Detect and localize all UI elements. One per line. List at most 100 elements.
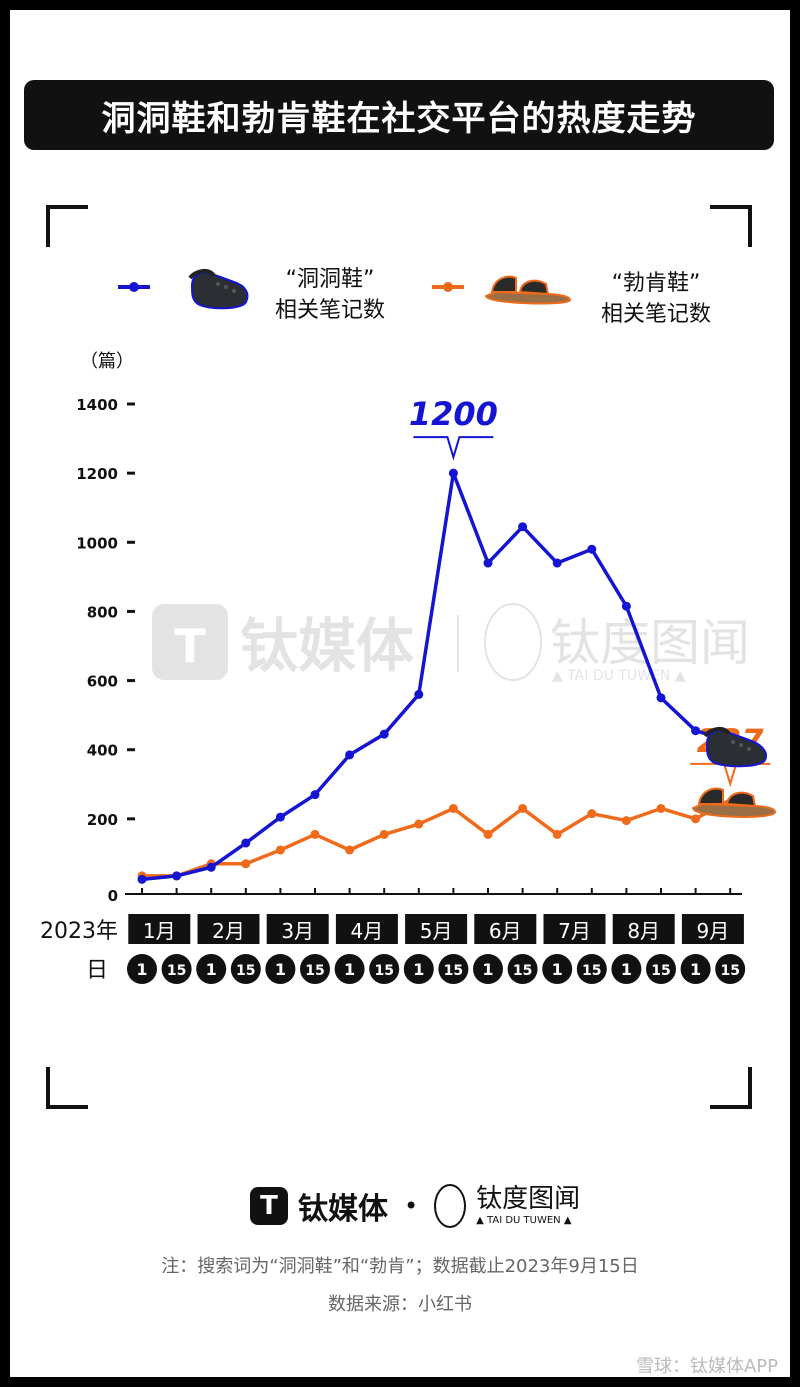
data-point [275, 812, 285, 822]
legend-birk-sub: 相关笔记数 [600, 302, 711, 327]
data-point [345, 845, 355, 855]
legend-crocs-quote: “洞洞鞋” [285, 267, 375, 292]
series-洞洞鞋 [137, 468, 731, 884]
day-text: 1 [552, 960, 563, 979]
y-tick-label: 1200 [76, 465, 118, 483]
day-marker: 15 [300, 954, 330, 984]
y-tick-label: 1400 [76, 396, 118, 414]
month-text: 9月 [697, 919, 730, 943]
data-point [483, 829, 493, 839]
month-label: 5月 [405, 914, 468, 944]
series-line [141, 471, 731, 882]
footer-brand1: 钛媒体 [298, 1192, 388, 1227]
data-point [241, 859, 251, 869]
birk-end-sandal-icon [691, 787, 777, 818]
day-marker: 15 [646, 954, 676, 984]
day-marker: 1 [127, 954, 157, 984]
data-point [414, 689, 424, 699]
watermark-brand2: 钛度图闻 [550, 614, 750, 672]
corner-bracket-top-left [46, 205, 88, 247]
month-label: 8月 [612, 914, 675, 944]
data-point [137, 874, 147, 884]
month-label: 3月 [266, 914, 329, 944]
day-label: 日 [86, 958, 108, 983]
watermark-brand1: 钛媒体 [240, 612, 414, 680]
legend-birk-label: “勃肯鞋” 相关笔记数 [576, 268, 736, 330]
corner-bracket-bottom-right [710, 1067, 752, 1109]
data-point [656, 803, 666, 813]
month-label: 2月 [197, 914, 260, 944]
data-point [621, 601, 631, 611]
crocs-end-shoe-icon [703, 727, 767, 768]
month-label: 1月 [128, 914, 191, 944]
footer-brand2-sub: ▲ TAI DU TUWEN ▲ [476, 1215, 572, 1226]
data-point [172, 871, 182, 881]
data-point [552, 558, 562, 568]
data-point [275, 845, 285, 855]
data-point [587, 544, 597, 554]
watermark: T 钛媒体 钛度图闻 ▲ TAI DU TUWEN ▲ [152, 603, 750, 684]
month-text: 8月 [627, 919, 660, 943]
day-text: 15 [582, 963, 601, 979]
day-marker: 15 [230, 954, 261, 984]
day-text: 15 [236, 963, 255, 979]
corner-bracket-top-right [710, 205, 752, 247]
data-point [691, 814, 701, 824]
legend-birk-marker [432, 282, 464, 292]
series-layer [137, 468, 732, 884]
month-labels: 1月 2月 3月 4月 5月 6月 7月 8月 9月 [128, 914, 744, 944]
line-chart: T 钛媒体 钛度图闻 ▲ TAI DU TUWEN ▲ （篇） 0 200 400 6… [40, 351, 777, 984]
day-text: 1 [136, 960, 147, 979]
day-text: 1 [413, 960, 424, 979]
day-marker: 1 [611, 954, 642, 984]
legend-crocs-marker [118, 282, 150, 292]
data-point [310, 790, 320, 800]
day-marker: 1 [196, 954, 227, 984]
xueqiu-watermark: 雪球：钛媒体APP [635, 1356, 778, 1377]
day-marker: 15 [369, 954, 400, 984]
y-tick-label: 0 [108, 887, 118, 905]
day-text: 15 [720, 963, 739, 979]
day-text: 1 [275, 960, 286, 979]
month-text: 2月 [212, 919, 245, 943]
data-point [518, 803, 528, 813]
day-text: 15 [305, 963, 324, 979]
day-marker: 1 [680, 954, 711, 984]
footnote: 注：搜索词为“洞洞鞋”和“勃肯”；数据截止2023年9月15日 [161, 1256, 639, 1277]
corner-bracket-bottom-left [46, 1067, 88, 1109]
day-marker: 1 [542, 954, 573, 984]
day-labels: 1 15 1 15 1 15 1 15 1 15 1 15 1 15 1 15 1 15 [127, 954, 746, 984]
month-text: 7月 [558, 919, 591, 943]
day-text: 15 [444, 963, 463, 979]
svg-text:T: T [174, 619, 206, 673]
y-axis: 0 200 400 600 800 1000 1200 1400 [76, 396, 135, 905]
footer-brands: T 钛媒体 • 钛度图闻 ▲ TAI DU TUWEN ▲ [250, 1184, 580, 1228]
data-source: 数据来源：小红书 [328, 1294, 472, 1315]
data-point [310, 829, 320, 839]
day-text: 1 [482, 960, 493, 979]
series-勃肯鞋 [137, 798, 732, 881]
data-point [656, 693, 666, 703]
y-tick-label: 400 [87, 742, 118, 760]
page-title: 洞洞鞋和勃肯鞋在社交平台的热度走势 [24, 80, 774, 150]
data-point [691, 726, 701, 736]
month-label: 7月 [543, 914, 606, 944]
data-point [483, 558, 493, 568]
y-unit-label: （篇） [80, 351, 134, 372]
day-marker: 15 [576, 954, 607, 984]
day-text: 1 [344, 960, 355, 979]
legend-birk-quote: “勃肯鞋” [611, 271, 701, 296]
month-label: 9月 [681, 914, 744, 944]
y-tick-label: 600 [87, 673, 118, 691]
data-point [379, 729, 389, 739]
peak-value-label: 1200 [409, 395, 498, 433]
y-tick-label: 200 [87, 811, 118, 829]
data-point [414, 819, 424, 829]
month-label: 4月 [335, 914, 398, 944]
day-marker: 15 [507, 954, 538, 984]
peak-callouts: 1200237 [409, 395, 771, 788]
month-text: 5月 [420, 919, 453, 943]
day-marker: 1 [334, 954, 365, 984]
legend [118, 269, 572, 310]
month-label: 6月 [474, 914, 537, 944]
